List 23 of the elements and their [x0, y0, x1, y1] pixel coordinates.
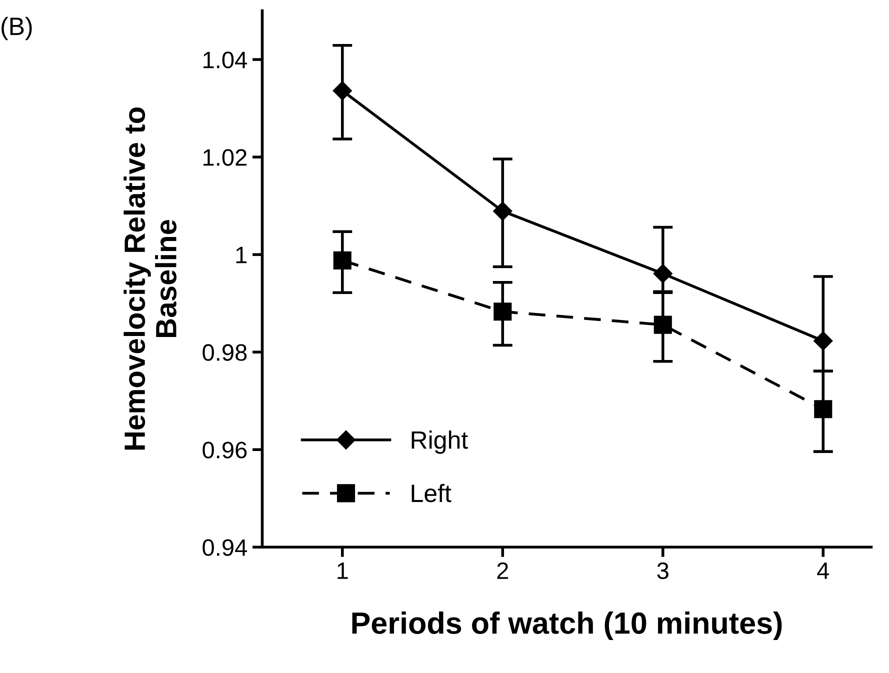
y-axis-title: Hemovelocity Relative to Baseline	[124, 107, 177, 450]
text: (B)	[2, 16, 32, 40]
x-tick-label: 2	[497, 562, 508, 579]
y-tick-label: 0.98	[202, 344, 247, 361]
point	[814, 331, 833, 350]
point	[653, 264, 672, 284]
legend-label: Right	[412, 430, 468, 454]
x-tick-label: 1	[338, 562, 348, 579]
point	[332, 81, 352, 100]
y-tick-label: 1.02	[204, 149, 246, 166]
point	[494, 302, 512, 321]
point	[333, 251, 352, 270]
x-tick-label: 3	[657, 562, 668, 580]
y-tick-label: 1.04	[204, 52, 247, 68]
point	[814, 400, 832, 418]
point	[493, 202, 512, 221]
legend-label: Left	[412, 484, 452, 502]
y-tick-label: 0.94	[202, 539, 247, 556]
x-axis-title: Periods of watch (10 minutes)	[352, 612, 782, 640]
y-tick-label: 0.96	[202, 442, 247, 458]
x-tick-label: 4	[817, 562, 830, 579]
point	[654, 316, 672, 334]
y-tick-label: 1	[236, 246, 247, 264]
